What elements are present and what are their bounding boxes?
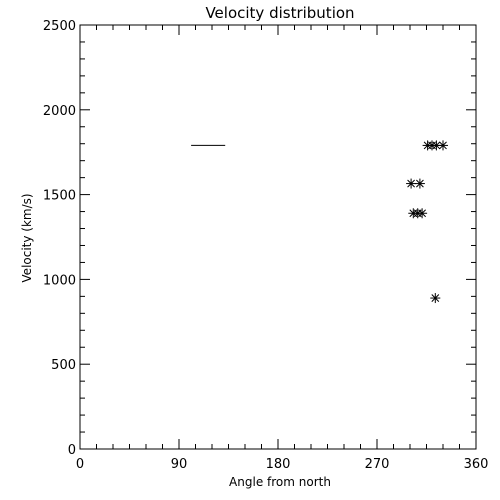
x-tick-label: 180: [266, 457, 291, 472]
plot-frame: [79, 24, 477, 450]
y-tick-label: 0: [68, 443, 76, 458]
x-tick-label: 0: [76, 457, 84, 472]
data-point: [414, 178, 425, 189]
axis-tick-labels: 0 90 180 270 360 0 500 1000 1500 2000 2500: [43, 19, 489, 472]
x-tick-label: 90: [171, 457, 188, 472]
data-points: [406, 140, 448, 304]
y-tick-label: 2500: [43, 19, 76, 34]
chart-title: Velocity distribution: [205, 4, 354, 22]
x-tick-label: 270: [365, 457, 390, 472]
y-tick-label: 1000: [43, 273, 76, 288]
y-axis-title: Velocity (km/s): [20, 193, 34, 282]
y-tick-label: 1500: [43, 189, 76, 204]
data-point: [417, 208, 428, 219]
x-tick-label: 360: [464, 457, 489, 472]
y-tick-label: 2000: [43, 104, 76, 119]
axis-ticks: [79, 24, 477, 450]
data-point: [438, 140, 448, 151]
x-axis-title: Angle from north: [229, 475, 331, 489]
y-tick-label: 500: [51, 358, 76, 373]
data-point: [406, 178, 417, 189]
data-point: [430, 293, 441, 304]
